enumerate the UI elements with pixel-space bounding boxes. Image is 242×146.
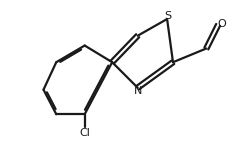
Text: Cl: Cl xyxy=(79,128,90,138)
Text: N: N xyxy=(134,86,142,97)
Text: S: S xyxy=(164,11,171,21)
Text: O: O xyxy=(218,19,227,29)
